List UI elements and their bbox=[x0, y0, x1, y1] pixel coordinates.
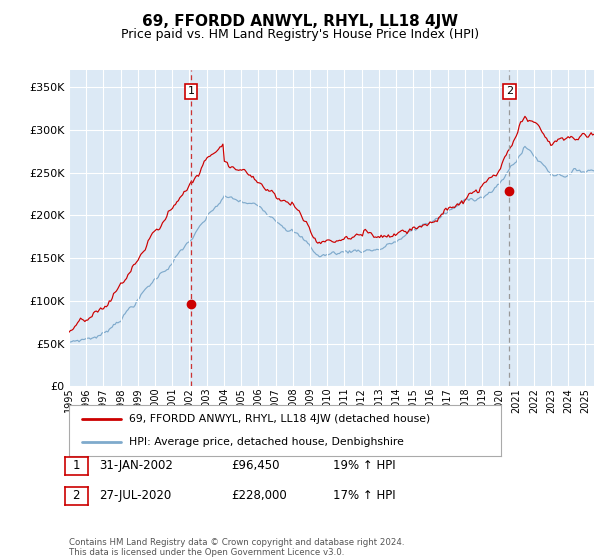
Text: 1: 1 bbox=[73, 459, 80, 473]
Text: 31-JAN-2002: 31-JAN-2002 bbox=[99, 459, 173, 473]
Text: HPI: Average price, detached house, Denbighshire: HPI: Average price, detached house, Denb… bbox=[130, 437, 404, 447]
Text: Price paid vs. HM Land Registry's House Price Index (HPI): Price paid vs. HM Land Registry's House … bbox=[121, 28, 479, 41]
Text: £228,000: £228,000 bbox=[231, 489, 287, 502]
Text: Contains HM Land Registry data © Crown copyright and database right 2024.
This d: Contains HM Land Registry data © Crown c… bbox=[69, 538, 404, 557]
Text: 69, FFORDD ANWYL, RHYL, LL18 4JW: 69, FFORDD ANWYL, RHYL, LL18 4JW bbox=[142, 14, 458, 29]
Text: 69, FFORDD ANWYL, RHYL, LL18 4JW (detached house): 69, FFORDD ANWYL, RHYL, LL18 4JW (detach… bbox=[130, 414, 431, 424]
Text: 17% ↑ HPI: 17% ↑ HPI bbox=[333, 489, 395, 502]
Text: 1: 1 bbox=[187, 86, 194, 96]
Text: 27-JUL-2020: 27-JUL-2020 bbox=[99, 489, 171, 502]
Text: £96,450: £96,450 bbox=[231, 459, 280, 473]
Text: 19% ↑ HPI: 19% ↑ HPI bbox=[333, 459, 395, 473]
Text: 2: 2 bbox=[506, 86, 513, 96]
Text: 2: 2 bbox=[73, 489, 80, 502]
